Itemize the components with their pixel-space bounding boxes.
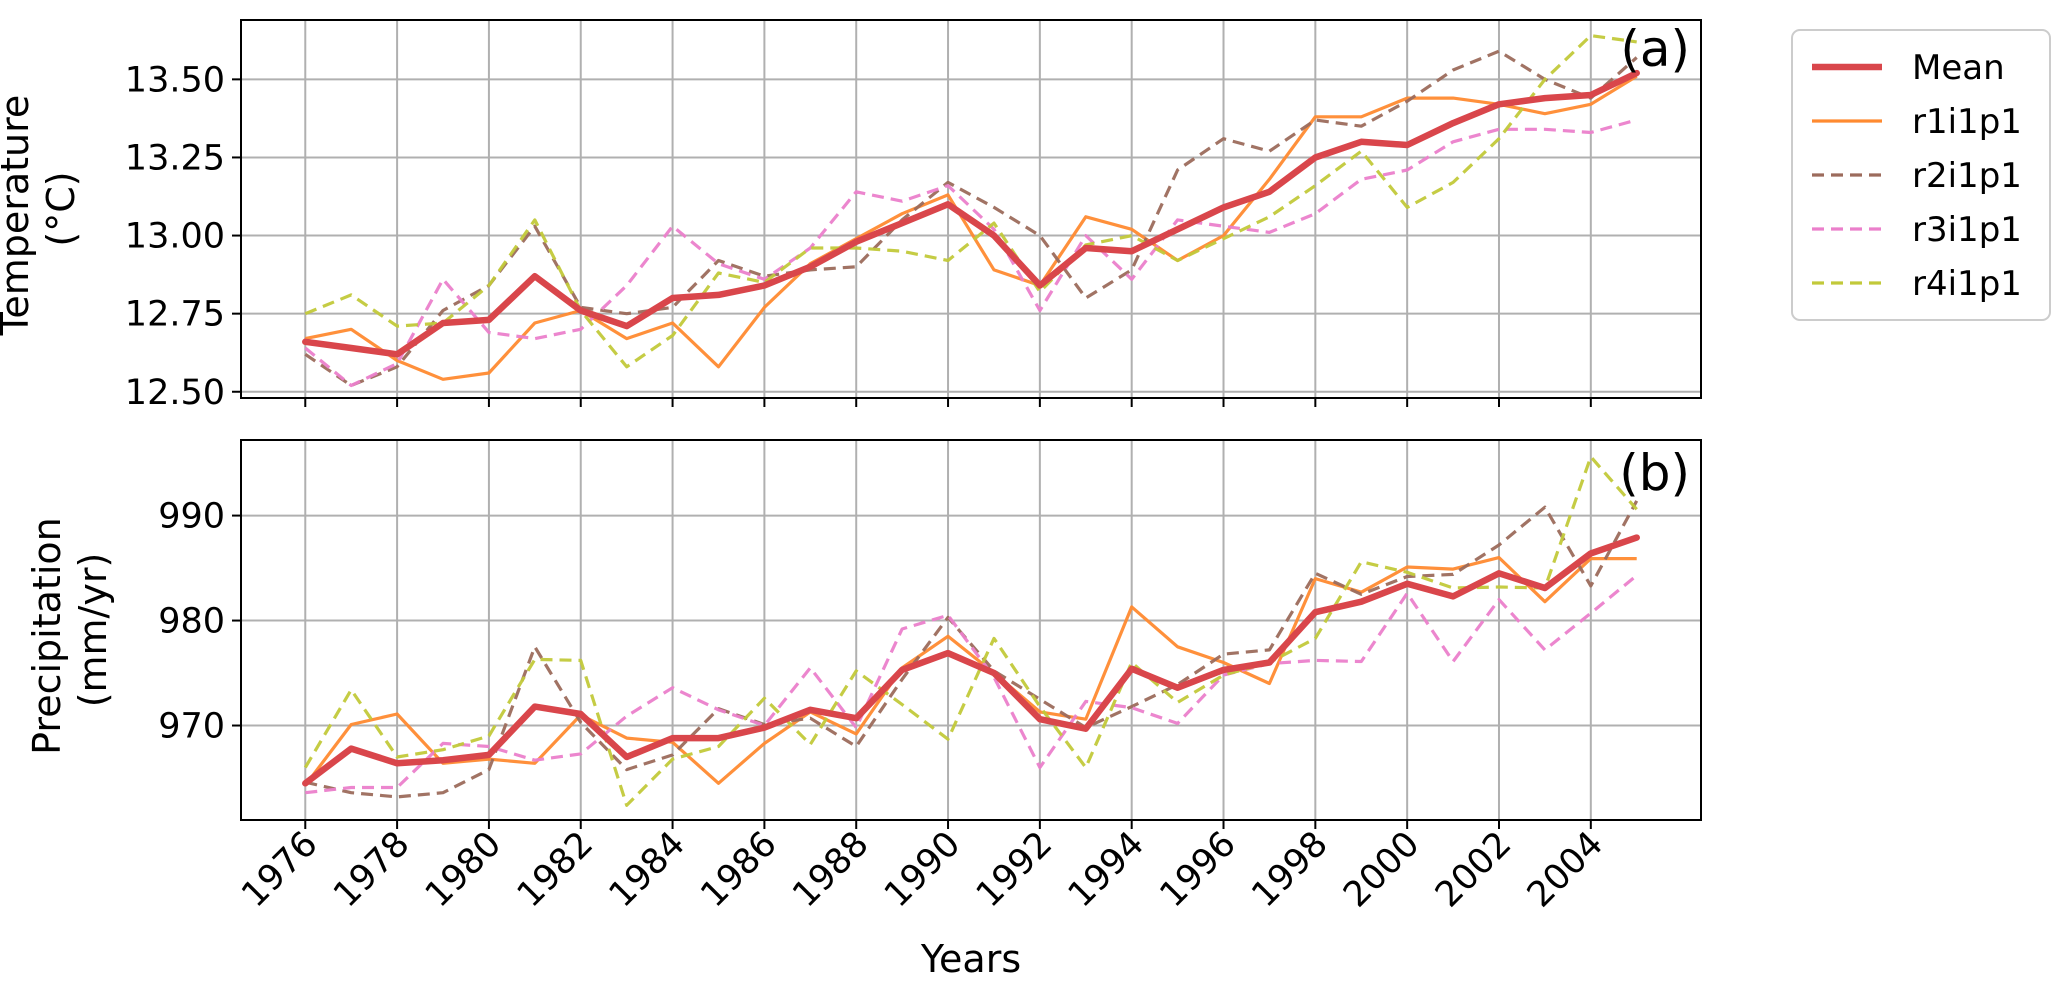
x-tick-label: 2000 <box>1336 824 1427 915</box>
panel-b-x-ticks: 1976 1978 1980 1982 1984 1986 1988 1990 1992 1994… <box>234 820 1611 915</box>
x-tick-label: 1980 <box>418 824 509 915</box>
panel-a-y-tick-label: 13.50 <box>125 60 225 100</box>
panel-a-series-mean <box>302 69 1640 358</box>
x-tick-label: 2002 <box>1428 824 1519 915</box>
panel-a-y-tick-label: 13.00 <box>125 217 225 257</box>
panel-a: 12.50 12.75 13.00 13.25 13.50 (a) Temperatur… <box>0 19 1702 413</box>
panel-a-series-r1i1p1 <box>304 74 1638 381</box>
panel-b-y-tick-label: 990 <box>158 497 225 537</box>
panel-b-y-ticks: 970 980 990 <box>158 497 241 747</box>
panel-b-label: (b) <box>1619 444 1690 502</box>
x-tick-label: 1994 <box>1061 824 1152 915</box>
panel-b-series-mean <box>302 534 1640 787</box>
legend-label-r1i1p1: r1i1p1 <box>1912 102 2022 142</box>
panel-a-y-tick-label: 13.25 <box>125 138 225 178</box>
panel-a-y-tick-label: 12.50 <box>125 373 225 413</box>
panel-a-y-ticks: 12.50 12.75 13.00 13.25 13.50 <box>125 60 241 413</box>
panel-b-y-axis-title: Precipitation (mm/yr) <box>25 505 115 755</box>
legend-box <box>1791 29 2051 321</box>
legend-label-r3i1p1: r3i1p1 <box>1912 210 2022 250</box>
panel-b-grid <box>241 440 1701 820</box>
panel-a-x-ticks <box>304 398 1592 407</box>
panel-b-series-r3i1p1 <box>305 574 1638 795</box>
panel-a-grid <box>241 20 1701 398</box>
legend-entries: Mean r1i1p1 r2i1p1 r3i1p1 r4i1p1 <box>1812 48 2022 304</box>
panel-b-y-axis-title-line2: (mm/yr) <box>71 553 115 708</box>
panel-b-series-r4i1p1 <box>303 455 1638 807</box>
legend-label-r4i1p1: r4i1p1 <box>1912 264 2022 304</box>
x-tick-label: 1990 <box>877 824 968 915</box>
x-tick-label: 2004 <box>1520 824 1611 915</box>
panel-b-series-r2i1p1 <box>304 500 1639 799</box>
panel-a-label: (a) <box>1620 20 1690 78</box>
x-tick-label: 1988 <box>785 824 876 915</box>
panel-a-series-r4i1p1 <box>304 33 1637 369</box>
panel-a-series-r2i1p1 <box>304 49 1638 388</box>
legend-label-mean: Mean <box>1912 48 2005 88</box>
panel-a-y-axis-title-line2: (°C) <box>39 171 83 246</box>
legend: Mean r1i1p1 r2i1p1 r3i1p1 r4i1p1 <box>1791 29 2051 321</box>
panel-b-y-axis-title-line1: Precipitation <box>25 517 69 755</box>
panel-a-frame <box>240 19 1702 399</box>
panel-b-frame <box>240 439 1702 821</box>
panel-a-y-tick-label: 12.75 <box>125 295 225 335</box>
x-axis-title: Years <box>920 937 1021 981</box>
x-tick-label: 1996 <box>1153 824 1244 915</box>
panel-a-series-r3i1p1 <box>304 118 1638 388</box>
legend-label-r2i1p1: r2i1p1 <box>1912 156 2022 196</box>
panel-a-series <box>302 33 1640 388</box>
x-tick-label: 1978 <box>326 824 417 915</box>
panel-b-y-tick-label: 980 <box>158 602 225 642</box>
panel-a-y-axis-title: Temperature (°C) <box>0 83 83 337</box>
x-tick-label: 1982 <box>510 824 601 915</box>
panel-b-series-r1i1p1 <box>304 555 1637 787</box>
panel-b-y-tick-label: 970 <box>158 707 225 747</box>
x-tick-label: 1984 <box>602 824 693 915</box>
x-tick-label: 1976 <box>234 824 325 915</box>
x-tick-label: 1986 <box>693 824 784 915</box>
x-tick-label: 1998 <box>1244 824 1335 915</box>
x-tick-label: 1992 <box>969 824 1060 915</box>
panel-b-series <box>302 455 1640 807</box>
panel-a-y-axis-title-line1: Temperature <box>0 95 37 337</box>
